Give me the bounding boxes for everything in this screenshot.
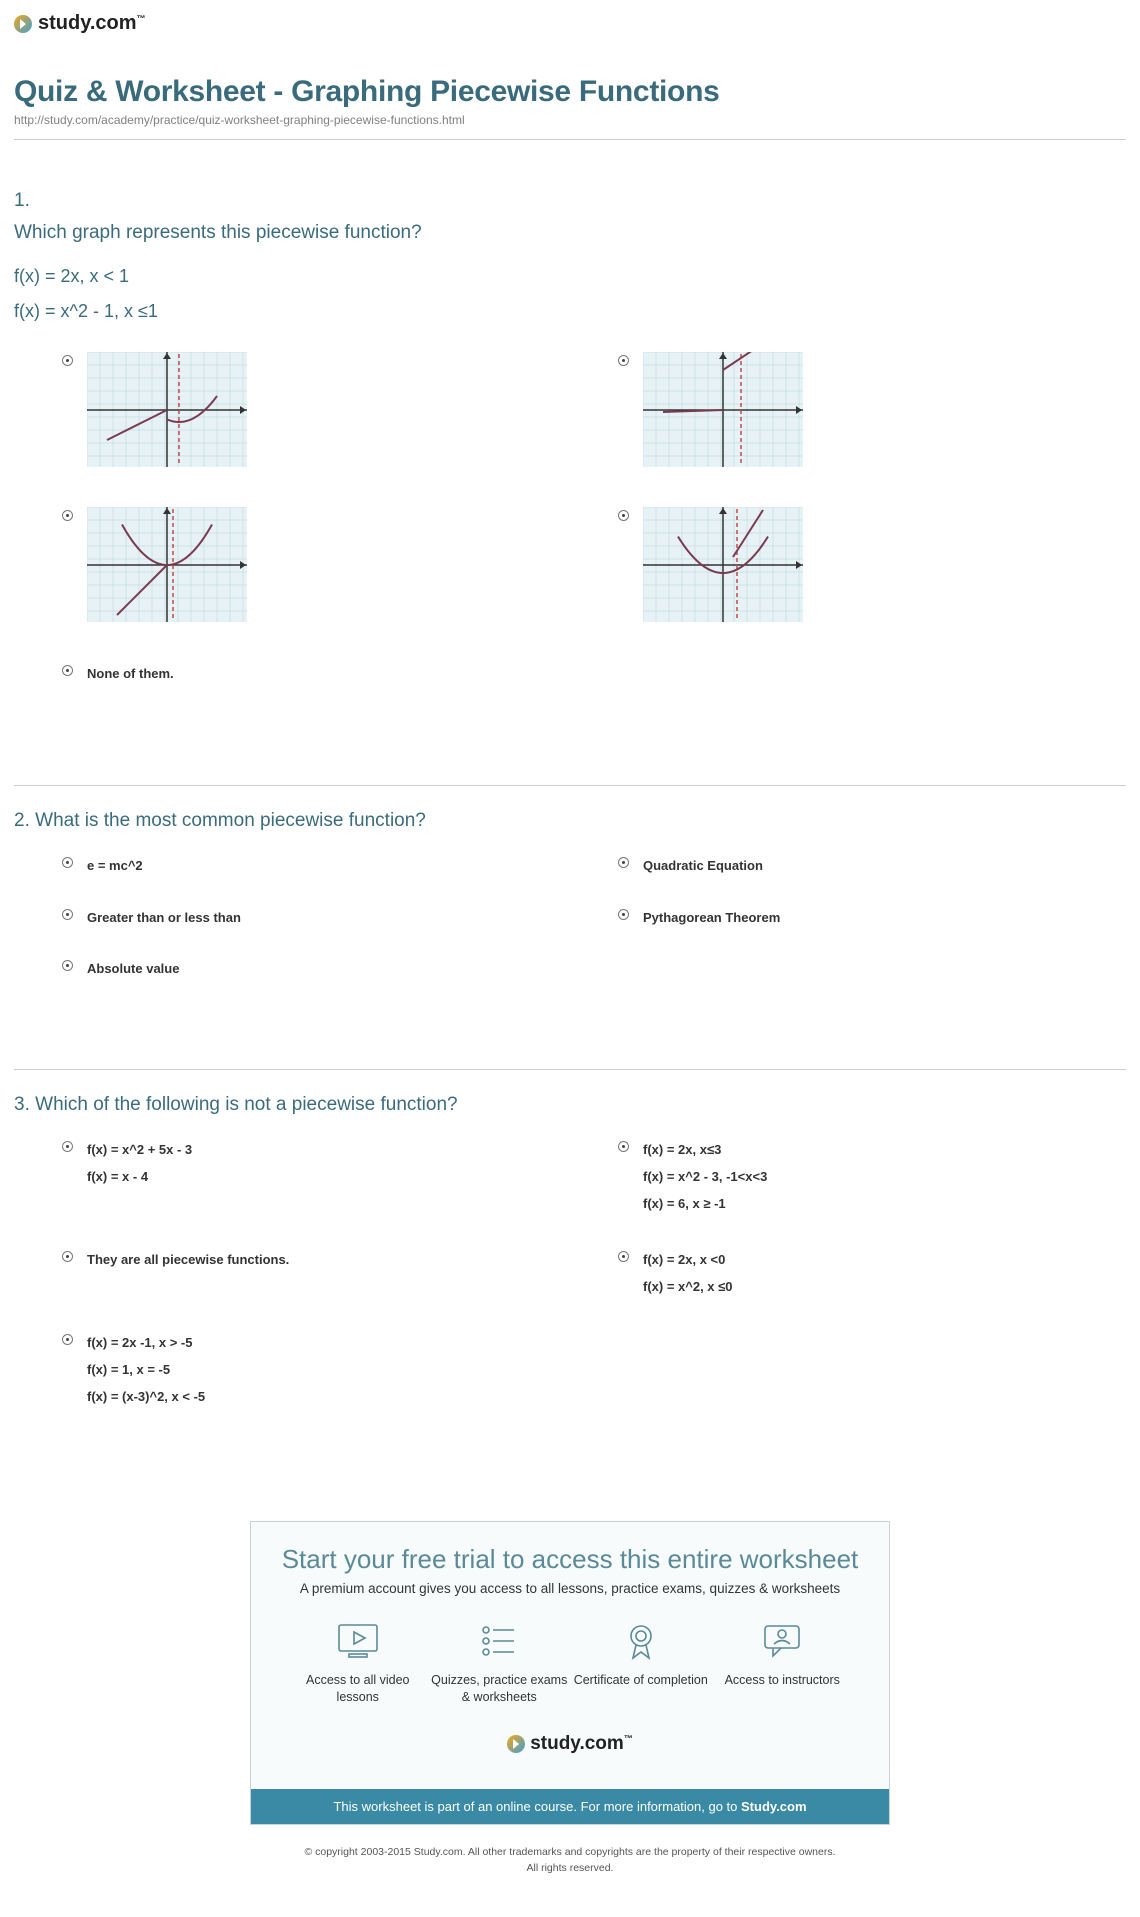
q2-text: What is the most common piecewise functi… xyxy=(35,810,426,831)
q1-opt-a[interactable] xyxy=(14,352,570,467)
q3-opt-c[interactable]: They are all piecewise functions. xyxy=(14,1248,570,1303)
q2-opt-e[interactable]: Absolute value xyxy=(14,957,570,980)
radio-icon[interactable] xyxy=(62,1334,73,1345)
q1-opt-e-text: None of them. xyxy=(87,662,174,685)
radio-icon[interactable] xyxy=(62,960,73,971)
q1-eq2: f(x) = x^2 - 1, x ≤1 xyxy=(14,301,1126,322)
radio-icon[interactable] xyxy=(618,857,629,868)
q3-opt-a-text: f(x) = x^2 + 5x - 3f(x) = x - 4 xyxy=(87,1138,192,1193)
q1-opt-e[interactable]: None of them. xyxy=(14,662,1126,685)
question-1: 1. Which graph represents this piecewise… xyxy=(14,190,1126,725)
radio-icon[interactable] xyxy=(62,1251,73,1262)
q2-opt-a-text: e = mc^2 xyxy=(87,854,143,877)
radio-icon[interactable] xyxy=(618,909,629,920)
checklist-icon xyxy=(476,1622,522,1660)
q3-text: Which of the following is not a piecewis… xyxy=(35,1094,457,1115)
feature-cert: Certificate of completion xyxy=(570,1622,712,1706)
cta-footer-bar[interactable]: This worksheet is part of an online cour… xyxy=(251,1789,889,1824)
q3-opt-e[interactable]: f(x) = 2x -1, x > -5f(x) = 1, x = -5f(x)… xyxy=(14,1331,570,1413)
feature-quiz-text: Quizzes, practice exams & worksheets xyxy=(429,1672,571,1706)
brand-name: study.com xyxy=(38,12,137,34)
q1-number: 1. xyxy=(14,190,1126,212)
q2-opt-c[interactable]: Greater than or less than xyxy=(14,906,570,929)
q1-options: None of them. xyxy=(14,352,1126,725)
question-2: 2. What is the most common piecewise fun… xyxy=(14,810,1126,1008)
radio-icon[interactable] xyxy=(62,510,73,521)
q3-opt-b[interactable]: f(x) = 2x, x≤3f(x) = x^2 - 3, -1<x<3f(x)… xyxy=(570,1138,1126,1220)
q1-eq1: f(x) = 2x, x < 1 xyxy=(14,266,1126,287)
q2-opt-e-text: Absolute value xyxy=(87,957,179,980)
q1-graph-d xyxy=(643,507,803,622)
cta-brand-name: study.com xyxy=(530,1733,624,1754)
q1-graph-c xyxy=(87,507,247,622)
feature-cert-text: Certificate of completion xyxy=(574,1672,708,1689)
feature-instructor-text: Access to instructors xyxy=(725,1672,840,1689)
feature-quiz: Quizzes, practice exams & worksheets xyxy=(429,1622,571,1706)
brand-tm: ™ xyxy=(137,13,146,23)
cta-bar-link[interactable]: Study.com xyxy=(741,1799,807,1814)
title-divider xyxy=(14,139,1126,140)
monitor-play-icon xyxy=(335,1622,381,1660)
q3-options: f(x) = x^2 + 5x - 3f(x) = x - 4 f(x) = 2… xyxy=(14,1138,1126,1441)
radio-icon[interactable] xyxy=(62,857,73,868)
chat-person-icon xyxy=(759,1622,805,1660)
q3-opt-d-text: f(x) = 2x, x <0f(x) = x^2, x ≤0 xyxy=(643,1248,733,1303)
radio-icon[interactable] xyxy=(618,1251,629,1262)
q2-opt-d-text: Pythagorean Theorem xyxy=(643,906,780,929)
ribbon-icon xyxy=(618,1622,664,1660)
source-url: http://study.com/academy/practice/quiz-w… xyxy=(14,113,1126,127)
q1-opt-c[interactable] xyxy=(14,507,570,622)
q2-opt-b[interactable]: Quadratic Equation xyxy=(570,854,1126,877)
cta-brand-logo: study.com™ xyxy=(277,1725,863,1769)
q-divider xyxy=(14,785,1126,786)
q2-opt-c-text: Greater than or less than xyxy=(87,906,241,929)
radio-icon[interactable] xyxy=(62,1141,73,1152)
copyright: © copyright 2003-2015 Study.com. All oth… xyxy=(14,1845,1126,1877)
q3-opt-a[interactable]: f(x) = x^2 + 5x - 3f(x) = x - 4 xyxy=(14,1138,570,1220)
play-icon xyxy=(507,1735,525,1753)
cta-features: Access to all video lessons Quizzes, pra… xyxy=(277,1622,863,1726)
feature-video-text: Access to all video lessons xyxy=(287,1672,429,1706)
radio-icon[interactable] xyxy=(62,909,73,920)
q2-opt-a[interactable]: e = mc^2 xyxy=(14,854,570,877)
radio-icon[interactable] xyxy=(62,355,73,366)
radio-icon[interactable] xyxy=(62,665,73,676)
radio-icon[interactable] xyxy=(618,1141,629,1152)
cta-title: Start your free trial to access this ent… xyxy=(277,1544,863,1575)
q2-opt-d[interactable]: Pythagorean Theorem xyxy=(570,906,1126,929)
q3-opt-b-text: f(x) = 2x, x≤3f(x) = x^2 - 3, -1<x<3f(x)… xyxy=(643,1138,767,1220)
brand-logo: study.com™ xyxy=(14,12,1126,35)
q-divider xyxy=(14,1069,1126,1070)
feature-video: Access to all video lessons xyxy=(287,1622,429,1706)
q2-options: e = mc^2 Quadratic Equation Greater than… xyxy=(14,854,1126,1008)
q1-graph-a xyxy=(87,352,247,467)
q2-opt-b-text: Quadratic Equation xyxy=(643,854,763,877)
q3-opt-e-text: f(x) = 2x -1, x > -5f(x) = 1, x = -5f(x)… xyxy=(87,1331,205,1413)
legal-line-1: © copyright 2003-2015 Study.com. All oth… xyxy=(14,1845,1126,1861)
q3-opt-d[interactable]: f(x) = 2x, x <0f(x) = x^2, x ≤0 xyxy=(570,1248,1126,1303)
feature-instructor: Access to instructors xyxy=(712,1622,854,1706)
legal-line-2: All rights reserved. xyxy=(14,1861,1126,1877)
cta-box: Start your free trial to access this ent… xyxy=(250,1521,890,1826)
q1-graph-b xyxy=(643,352,803,467)
cta-subtitle: A premium account gives you access to al… xyxy=(277,1581,863,1596)
radio-icon[interactable] xyxy=(618,510,629,521)
q1-text: Which graph represents this piecewise fu… xyxy=(14,222,1126,244)
radio-icon[interactable] xyxy=(618,355,629,366)
q3-number: 3. xyxy=(14,1094,30,1115)
q2-number: 2. xyxy=(14,810,30,831)
page-title: Quiz & Worksheet - Graphing Piecewise Fu… xyxy=(14,75,1126,109)
q1-opt-b[interactable] xyxy=(570,352,1126,467)
q1-opt-d[interactable] xyxy=(570,507,1126,622)
play-icon xyxy=(14,15,32,33)
q3-opt-c-text: They are all piecewise functions. xyxy=(87,1248,289,1275)
cta-bar-text: This worksheet is part of an online cour… xyxy=(333,1799,741,1814)
question-3: 3. Which of the following is not a piece… xyxy=(14,1094,1126,1441)
